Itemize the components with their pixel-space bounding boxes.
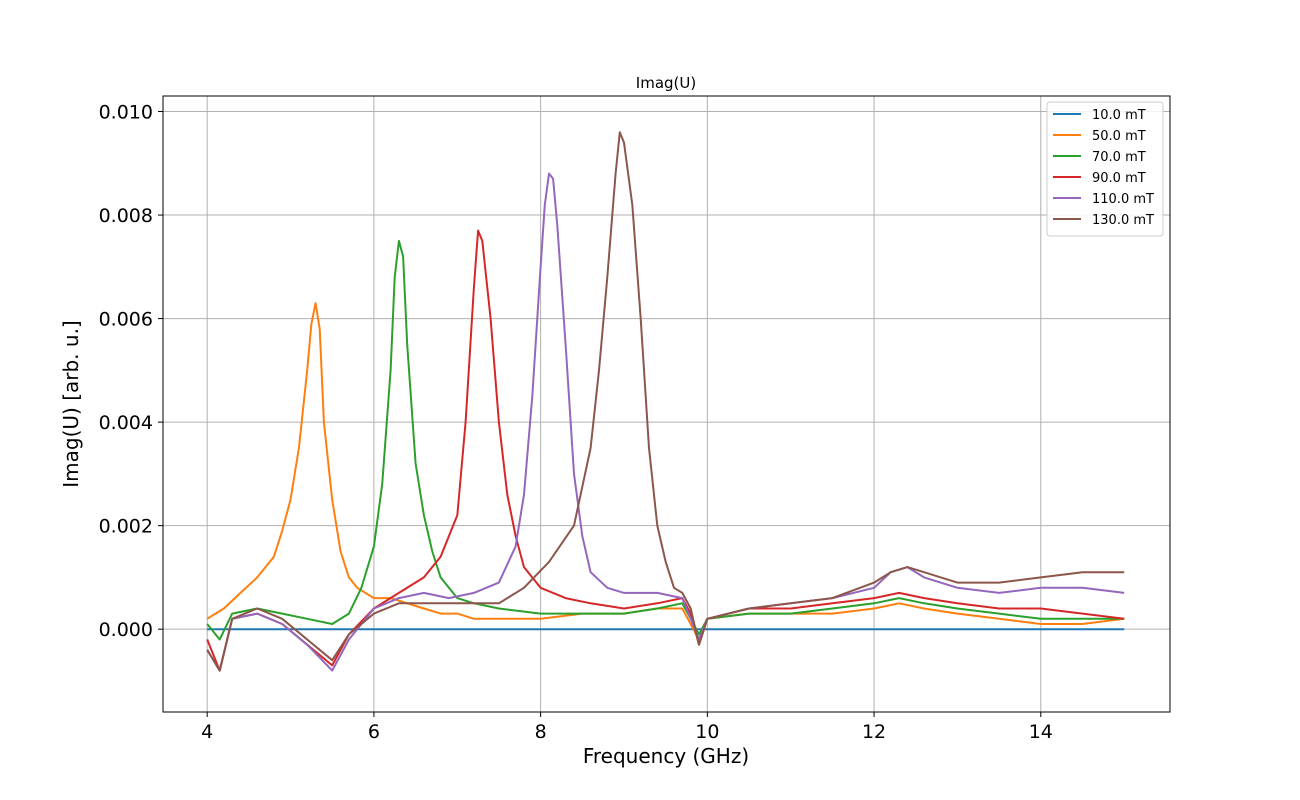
x-tick-label: 14 <box>1029 721 1053 743</box>
legend-label: 10.0 mT <box>1092 108 1146 123</box>
series-line-5 <box>206 131 1125 672</box>
series-line-2 <box>206 239 1125 641</box>
chart-title: Imag(U) <box>636 74 696 92</box>
series-line-3 <box>206 229 1125 672</box>
y-axis-label: Imag(U) [arb. u.] <box>59 320 83 487</box>
y-tick-label: 0.006 <box>99 309 153 331</box>
legend-label: 130.0 mT <box>1092 213 1154 228</box>
y-tick-label: 0.008 <box>99 205 153 227</box>
x-tick-label: 12 <box>862 721 886 743</box>
x-tick-label: 6 <box>368 721 380 743</box>
legend-label: 90.0 mT <box>1092 171 1146 186</box>
x-axis-label: Frequency (GHz) <box>583 744 749 768</box>
y-tick-label: 0.004 <box>99 412 153 434</box>
x-tick-label: 10 <box>695 721 719 743</box>
y-tick-label: 0.000 <box>99 619 153 641</box>
y-tick-label: 0.002 <box>99 516 153 538</box>
x-tick-label: 4 <box>201 721 213 743</box>
legend-label: 50.0 mT <box>1092 129 1146 144</box>
legend-label: 70.0 mT <box>1092 150 1146 165</box>
legend: 10.0 mT 50.0 mT 70.0 mT 90.0 mT 110.0 mT 130.… <box>1046 101 1164 237</box>
y-tick-label: 0.010 <box>99 102 153 124</box>
x-axis: 4 6 8 10 12 14 <box>201 712 1053 743</box>
series-line-4 <box>206 172 1125 672</box>
y-axis: 0.000 0.002 0.004 0.006 0.008 0.010 <box>99 102 163 641</box>
series-line-1 <box>206 302 1125 641</box>
plot-frame <box>162 95 1171 713</box>
series-lines <box>206 131 1125 672</box>
legend-label: 110.0 mT <box>1092 192 1154 207</box>
x-tick-label: 8 <box>535 721 547 743</box>
